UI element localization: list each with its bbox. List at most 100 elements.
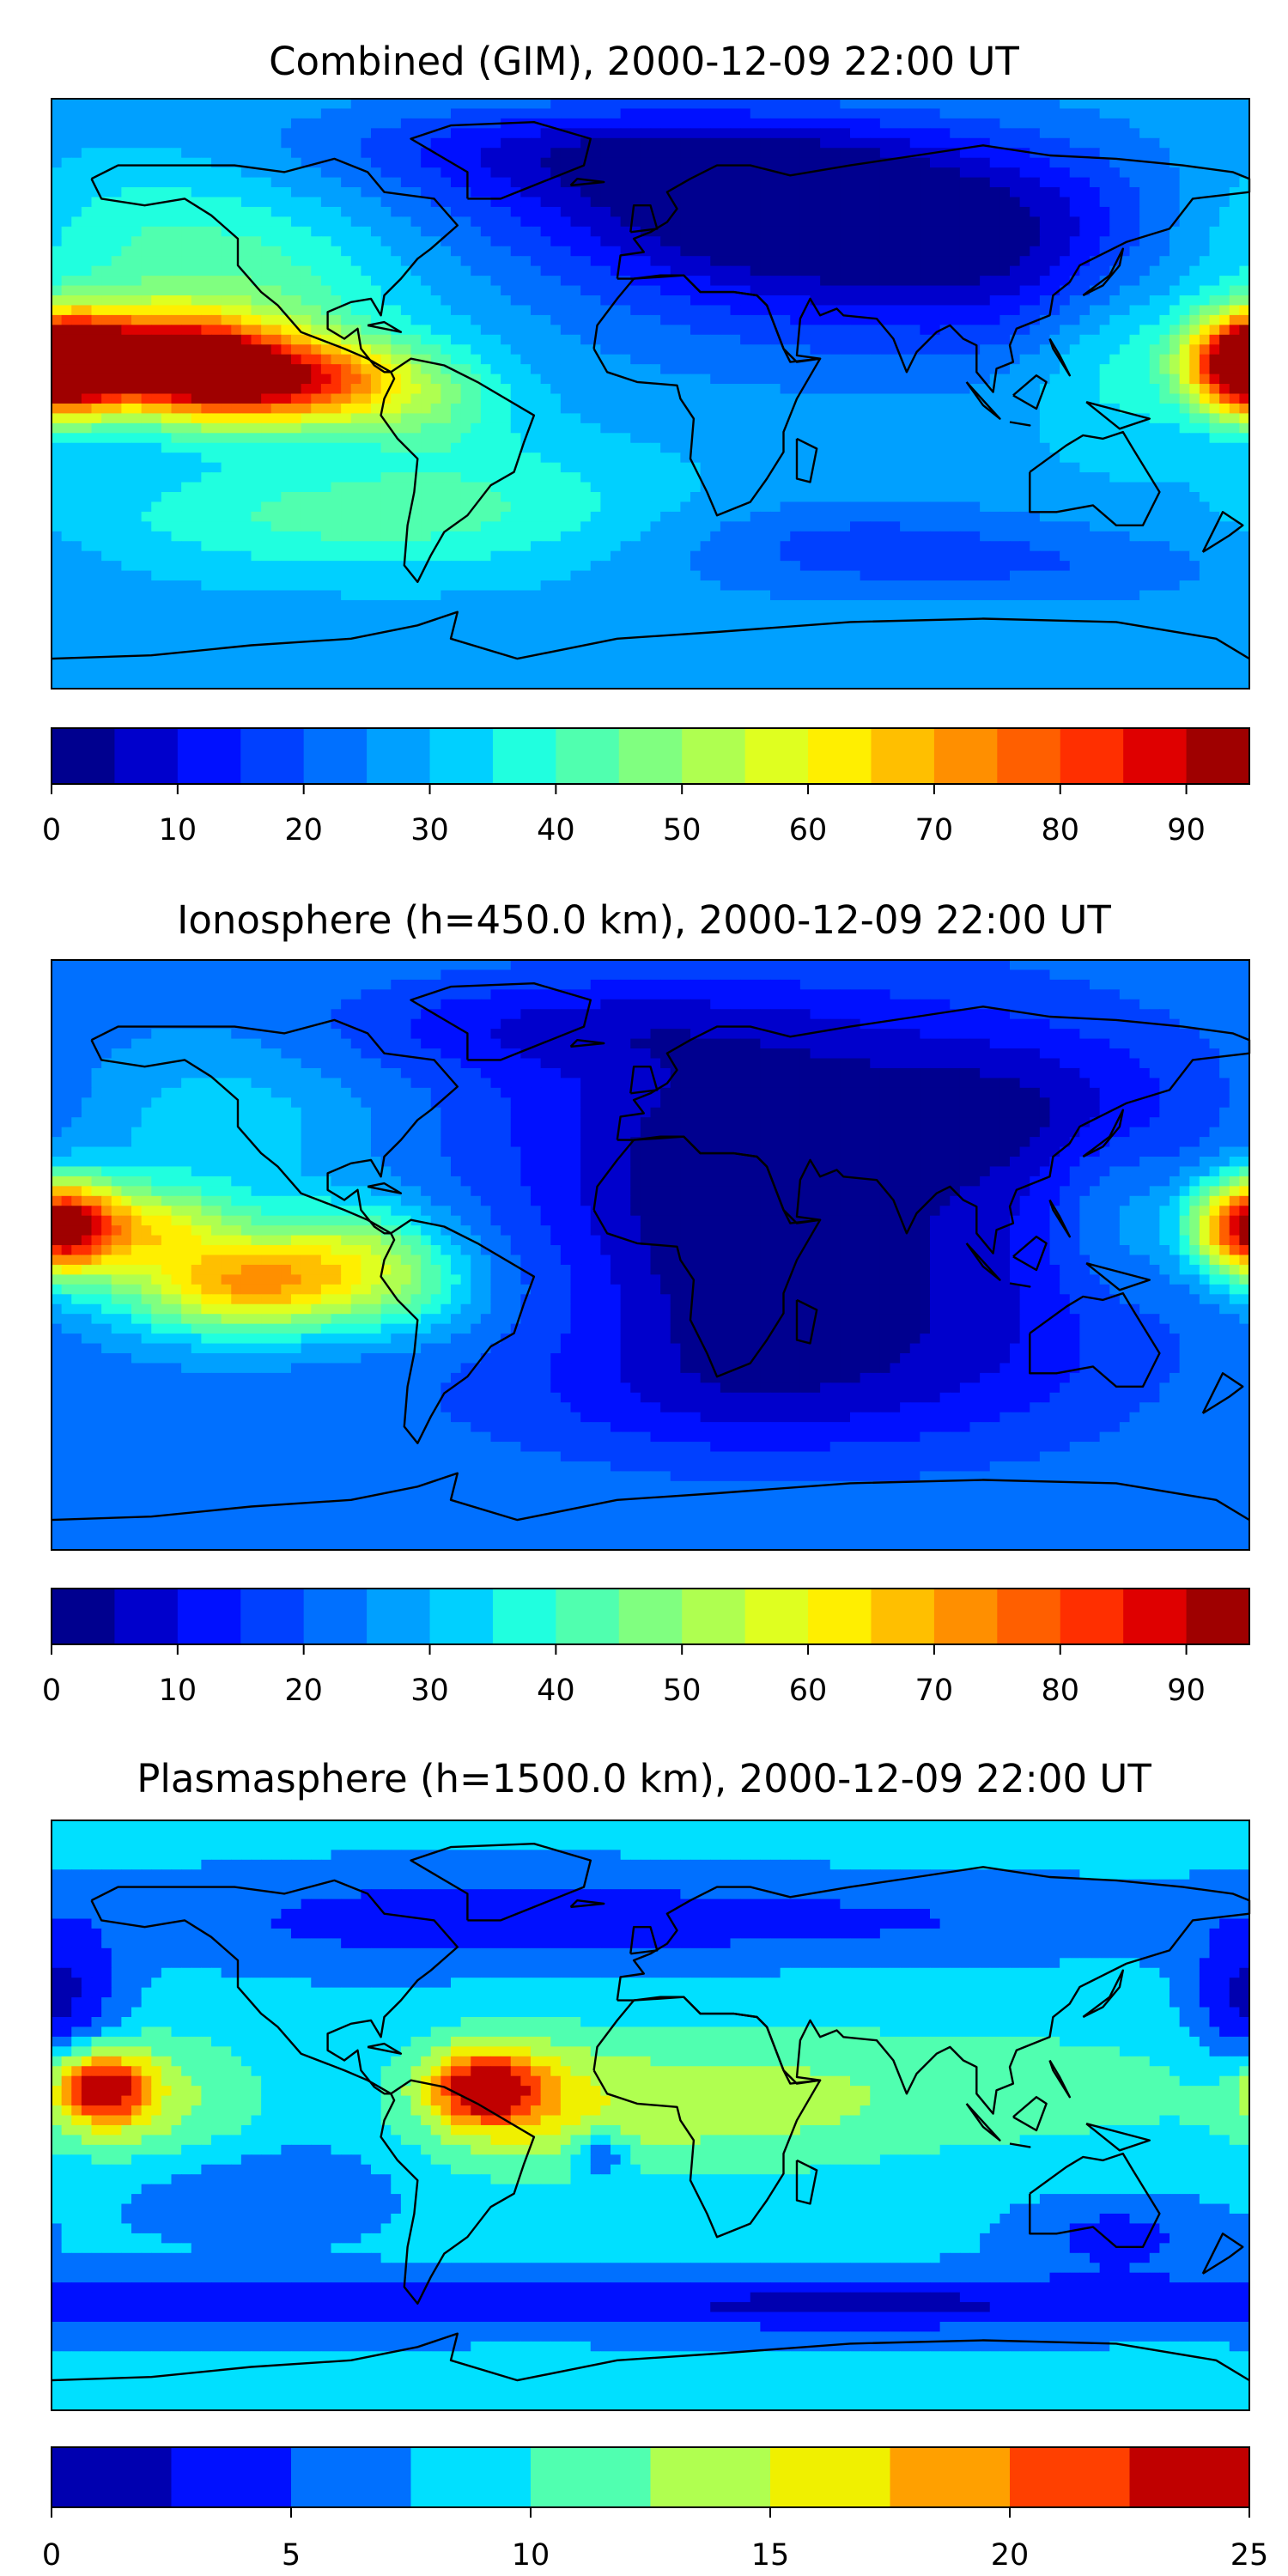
field-cell <box>341 384 352 395</box>
field-cell <box>371 256 382 267</box>
field-cell <box>501 453 512 464</box>
field-cell <box>531 442 542 453</box>
field-cell <box>540 256 551 267</box>
field-cell <box>829 482 841 493</box>
field-cell <box>1069 453 1080 464</box>
field-cell <box>52 501 63 513</box>
field-cell <box>81 118 93 129</box>
field-cell <box>331 334 342 345</box>
field-cell <box>361 197 372 208</box>
field-cell <box>211 148 222 159</box>
field-cell <box>760 108 771 119</box>
field-cell <box>890 265 901 276</box>
field-cell <box>471 187 482 198</box>
field-cell <box>829 334 841 345</box>
field-cell <box>91 99 102 110</box>
field-cell <box>1099 344 1110 355</box>
field-cell <box>141 148 152 159</box>
field-cell <box>700 276 711 287</box>
field-cell <box>740 374 751 385</box>
field-cell <box>989 344 1000 355</box>
field-cell <box>620 285 631 296</box>
field-cell <box>580 413 592 424</box>
field-cell <box>1170 108 1181 119</box>
field-cell <box>740 167 751 179</box>
field-cell <box>660 256 671 267</box>
field-cell <box>161 393 173 404</box>
field-cell <box>650 197 661 208</box>
field-cell <box>660 226 671 237</box>
field-cell <box>770 118 781 129</box>
field-cell <box>860 256 871 267</box>
field-cell <box>1209 206 1220 217</box>
field-cell <box>710 334 721 345</box>
field-cell <box>490 285 501 296</box>
field-cell <box>1129 314 1140 325</box>
field-cell <box>181 246 192 257</box>
field-cell <box>950 118 961 129</box>
field-cell <box>890 354 901 365</box>
field-cell <box>820 295 831 307</box>
field-cell <box>91 334 102 345</box>
field-cell <box>750 216 761 228</box>
field-cell <box>690 374 702 385</box>
field-cell <box>531 197 542 208</box>
field-cell <box>980 226 991 237</box>
field-cell <box>1119 148 1131 159</box>
field-cell <box>270 472 282 483</box>
field-cell <box>421 167 432 179</box>
field-cell <box>181 177 192 188</box>
field-cell <box>1109 137 1121 149</box>
field-cell <box>501 128 512 139</box>
field-cell <box>1199 442 1211 453</box>
field-cell <box>1209 246 1220 257</box>
field-cell <box>201 384 212 395</box>
field-cell <box>131 137 143 149</box>
field-cell <box>311 325 322 336</box>
field-cell <box>520 374 532 385</box>
field-cell <box>1229 384 1240 395</box>
field-cell <box>959 206 971 217</box>
field-cell <box>301 462 312 473</box>
field-cell <box>1129 433 1140 444</box>
field-cell <box>1129 305 1140 316</box>
field-cell <box>1149 265 1160 276</box>
field-cell <box>270 501 282 513</box>
field-cell <box>1209 403 1220 414</box>
field-cell <box>451 157 462 168</box>
field-cell <box>281 265 292 276</box>
field-cell <box>740 148 751 159</box>
field-cell <box>1170 276 1181 287</box>
field-cell <box>471 236 482 247</box>
field-cell <box>460 334 471 345</box>
field-cell <box>760 265 771 276</box>
field-cell <box>1229 236 1240 247</box>
field-cell <box>151 148 162 159</box>
field-cell <box>151 442 162 453</box>
field-cell <box>480 422 492 434</box>
field-cell <box>251 167 262 179</box>
field-cell <box>1099 453 1110 464</box>
field-cell <box>281 442 292 453</box>
field-cell <box>989 236 1000 247</box>
field-cell <box>870 442 881 453</box>
field-cell <box>270 482 282 493</box>
field-cell <box>480 453 492 464</box>
field-cell <box>850 305 861 316</box>
field-cell <box>111 501 122 513</box>
field-cell <box>550 374 562 385</box>
field-cell <box>630 285 641 296</box>
field-cell <box>1239 442 1250 453</box>
field-cell <box>969 216 981 228</box>
field-cell <box>111 422 122 434</box>
field-cell <box>710 118 721 129</box>
field-cell <box>490 128 501 139</box>
field-cell <box>421 177 432 188</box>
field-cell <box>510 472 521 483</box>
field-cell <box>101 374 112 385</box>
field-cell <box>879 393 891 404</box>
field-cell <box>341 285 352 296</box>
field-cell <box>1030 157 1041 168</box>
field-cell <box>650 118 661 129</box>
field-cell <box>959 148 971 159</box>
